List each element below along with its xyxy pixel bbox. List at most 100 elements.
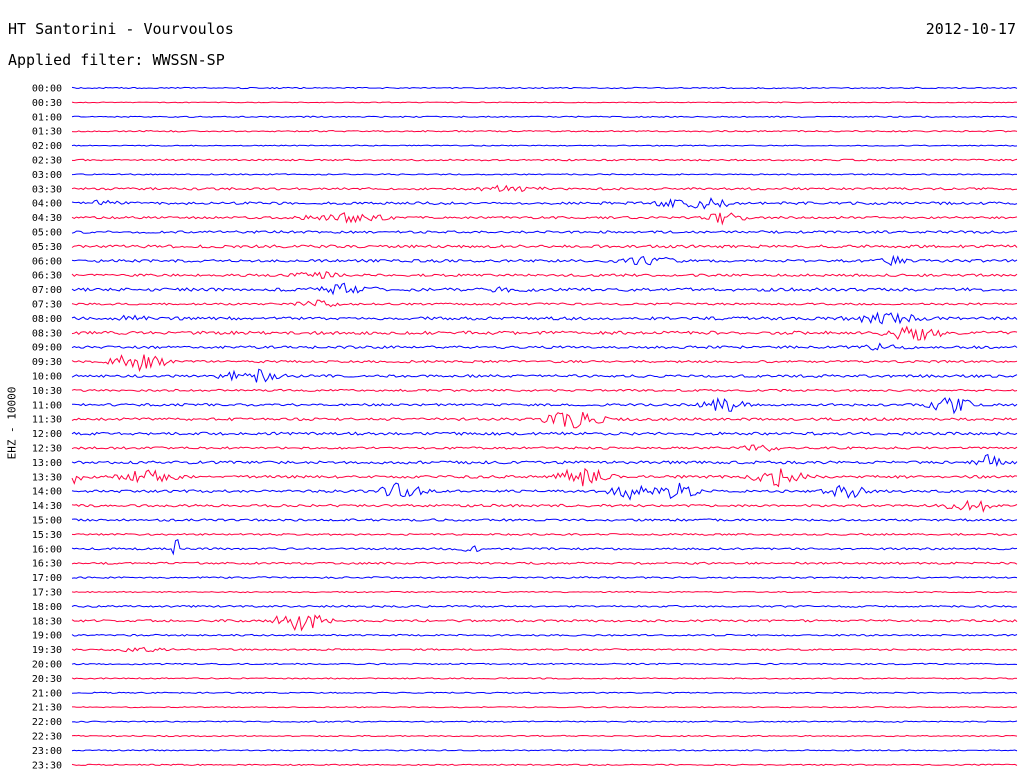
row-time-label: 09:00 xyxy=(32,343,62,354)
row-time-label: 15:30 xyxy=(32,530,62,541)
row-time-label: 11:30 xyxy=(32,415,62,426)
trace-line xyxy=(71,453,1018,468)
row-time-label: 05:30 xyxy=(32,242,62,253)
trace-line xyxy=(71,561,1018,565)
trace-line xyxy=(71,368,1018,383)
row-time-label: 06:30 xyxy=(32,271,62,282)
row-time-label: 19:00 xyxy=(32,631,62,642)
trace-line xyxy=(71,388,1018,393)
trace-line xyxy=(71,129,1018,133)
trace-line xyxy=(71,101,1018,104)
trace-line xyxy=(71,763,1018,766)
trace-line xyxy=(71,720,1018,723)
row-time-label: 16:00 xyxy=(32,544,62,555)
row-time-label: 04:00 xyxy=(32,199,62,210)
row-time-label: 15:00 xyxy=(32,516,62,527)
trace-line xyxy=(71,518,1018,522)
row-time-label: 00:00 xyxy=(32,84,62,95)
trace-line xyxy=(71,411,1018,429)
filter-label: Applied filter: WWSSN-SP xyxy=(8,51,225,69)
trace-line xyxy=(71,734,1018,738)
row-time-label: 13:00 xyxy=(32,458,62,469)
row-time-label: 18:30 xyxy=(32,616,62,627)
row-time-label: 08:00 xyxy=(32,314,62,325)
trace-line xyxy=(71,539,1018,556)
trace-line xyxy=(71,325,1018,341)
row-time-label: 20:30 xyxy=(32,674,62,685)
row-time-label: 01:00 xyxy=(32,112,62,123)
row-time-label: 12:30 xyxy=(32,444,62,455)
trace-line xyxy=(71,749,1018,752)
trace-line xyxy=(71,342,1018,351)
trace-line xyxy=(71,230,1018,234)
row-time-label: 12:00 xyxy=(32,429,62,440)
trace-line xyxy=(71,311,1018,325)
row-time-label: 13:30 xyxy=(32,472,62,483)
trace-line xyxy=(71,354,1018,373)
trace-line xyxy=(71,499,1018,513)
trace-line xyxy=(71,271,1018,279)
trace-line xyxy=(71,662,1018,666)
row-time-label: 22:30 xyxy=(32,732,62,743)
trace-line xyxy=(71,86,1018,90)
trace-line xyxy=(71,197,1018,210)
trace-line xyxy=(71,158,1018,162)
row-time-label: 05:00 xyxy=(32,228,62,239)
trace-line xyxy=(71,184,1018,193)
trace-line xyxy=(71,482,1018,501)
trace-line xyxy=(71,244,1018,249)
row-time-label: 14:30 xyxy=(32,501,62,512)
row-time-label: 16:30 xyxy=(32,559,62,570)
trace-line xyxy=(71,614,1018,632)
row-time-label: 07:30 xyxy=(32,300,62,311)
trace-line xyxy=(71,282,1018,296)
row-time-label: 17:30 xyxy=(32,588,62,599)
row-time-label: 06:00 xyxy=(32,256,62,267)
trace-line xyxy=(72,706,1018,709)
trace-line xyxy=(71,431,1018,436)
row-time-label: 09:30 xyxy=(32,357,62,368)
row-time-label: 23:00 xyxy=(32,746,62,757)
row-time-label: 22:00 xyxy=(32,717,62,728)
row-time-label: 21:30 xyxy=(32,703,62,714)
row-time-label: 21:00 xyxy=(32,688,62,699)
row-time-label: 08:30 xyxy=(32,328,62,339)
trace-line xyxy=(71,299,1018,308)
row-time-label: 10:30 xyxy=(32,386,62,397)
row-time-label: 11:00 xyxy=(32,400,62,411)
trace-line xyxy=(71,212,1018,226)
trace-line xyxy=(71,633,1018,637)
row-time-label: 04:30 xyxy=(32,213,62,224)
row-time-label: 20:00 xyxy=(32,660,62,671)
trace-line xyxy=(71,691,1018,694)
trace-line xyxy=(71,576,1018,579)
trace-line xyxy=(71,173,1018,176)
row-time-label: 18:00 xyxy=(32,602,62,613)
row-time-label: 00:30 xyxy=(32,98,62,109)
station-title: HT Santorini - Vourvoulos xyxy=(8,20,234,38)
row-time-label: 07:00 xyxy=(32,285,62,296)
trace-line xyxy=(71,444,1018,452)
trace-line xyxy=(71,677,1018,680)
row-time-label: 01:30 xyxy=(32,127,62,138)
trace-line xyxy=(71,467,1018,488)
row-time-label: 03:00 xyxy=(32,170,62,181)
row-time-label: 23:30 xyxy=(32,760,62,771)
row-time-label: 02:00 xyxy=(32,141,62,152)
row-time-label: 02:30 xyxy=(32,156,62,167)
trace-line xyxy=(71,604,1018,608)
trace-line xyxy=(71,254,1018,267)
date-label: 2012-10-17 xyxy=(925,20,1016,38)
row-time-label: 19:30 xyxy=(32,645,62,656)
trace-line xyxy=(71,590,1018,594)
trace-line xyxy=(72,396,1018,415)
trace-line xyxy=(71,144,1018,147)
row-time-label: 03:30 xyxy=(32,184,62,195)
row-time-label: 17:00 xyxy=(32,573,62,584)
row-time-label: 10:00 xyxy=(32,372,62,383)
trace-line xyxy=(71,646,1018,653)
trace-line xyxy=(71,532,1018,536)
row-time-label: 14:00 xyxy=(32,487,62,498)
trace-line xyxy=(71,115,1018,118)
